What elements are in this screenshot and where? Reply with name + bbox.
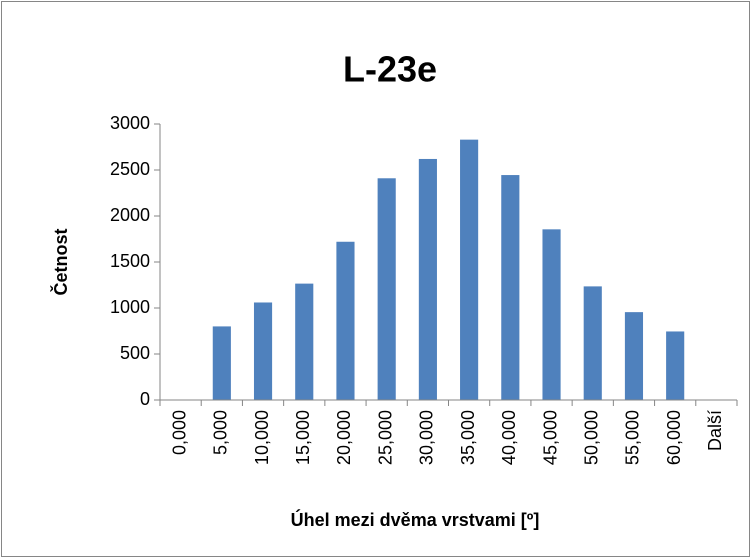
x-tick-label: 55,000 bbox=[623, 410, 643, 465]
y-tick-label: 2000 bbox=[110, 205, 150, 225]
y-tick-label: 0 bbox=[140, 389, 150, 409]
bar bbox=[377, 178, 396, 400]
x-tick-label: 20,000 bbox=[334, 410, 354, 465]
y-tick-label: 1500 bbox=[110, 251, 150, 271]
bar bbox=[624, 312, 644, 400]
x-tick-label: 35,000 bbox=[458, 410, 478, 465]
y-tick-label: 500 bbox=[120, 343, 150, 363]
x-tick-label: 5,000 bbox=[211, 410, 231, 455]
bar bbox=[418, 158, 437, 400]
x-tick-label: 0,000 bbox=[169, 410, 189, 455]
chart-title: L-23e bbox=[343, 49, 437, 90]
bar bbox=[542, 229, 561, 400]
bar bbox=[583, 286, 602, 400]
y-tick-label: 1000 bbox=[110, 297, 150, 317]
x-tick-label: 50,000 bbox=[582, 410, 602, 465]
bar bbox=[336, 241, 355, 400]
bar bbox=[212, 326, 231, 400]
y-tick-label: 2500 bbox=[110, 159, 150, 179]
x-tick-label: 10,000 bbox=[252, 410, 272, 465]
bar bbox=[666, 331, 685, 400]
x-axis-label: Úhel mezi dvěma vrstvami [º] bbox=[291, 509, 540, 530]
y-axis-label: Četnost bbox=[50, 228, 71, 295]
x-tick-label: 45,000 bbox=[540, 410, 560, 465]
bar bbox=[501, 175, 520, 400]
bar bbox=[460, 139, 479, 400]
x-tick-label: 15,000 bbox=[293, 410, 313, 465]
x-tick-label: 25,000 bbox=[375, 410, 395, 465]
bar bbox=[295, 283, 314, 400]
x-tick-label: 30,000 bbox=[417, 410, 437, 465]
x-tick-label: 40,000 bbox=[499, 410, 519, 465]
x-tick-label: 60,000 bbox=[664, 410, 684, 465]
y-tick-label: 3000 bbox=[110, 113, 150, 133]
bar bbox=[253, 302, 273, 400]
x-tick-label: Další bbox=[705, 410, 725, 451]
